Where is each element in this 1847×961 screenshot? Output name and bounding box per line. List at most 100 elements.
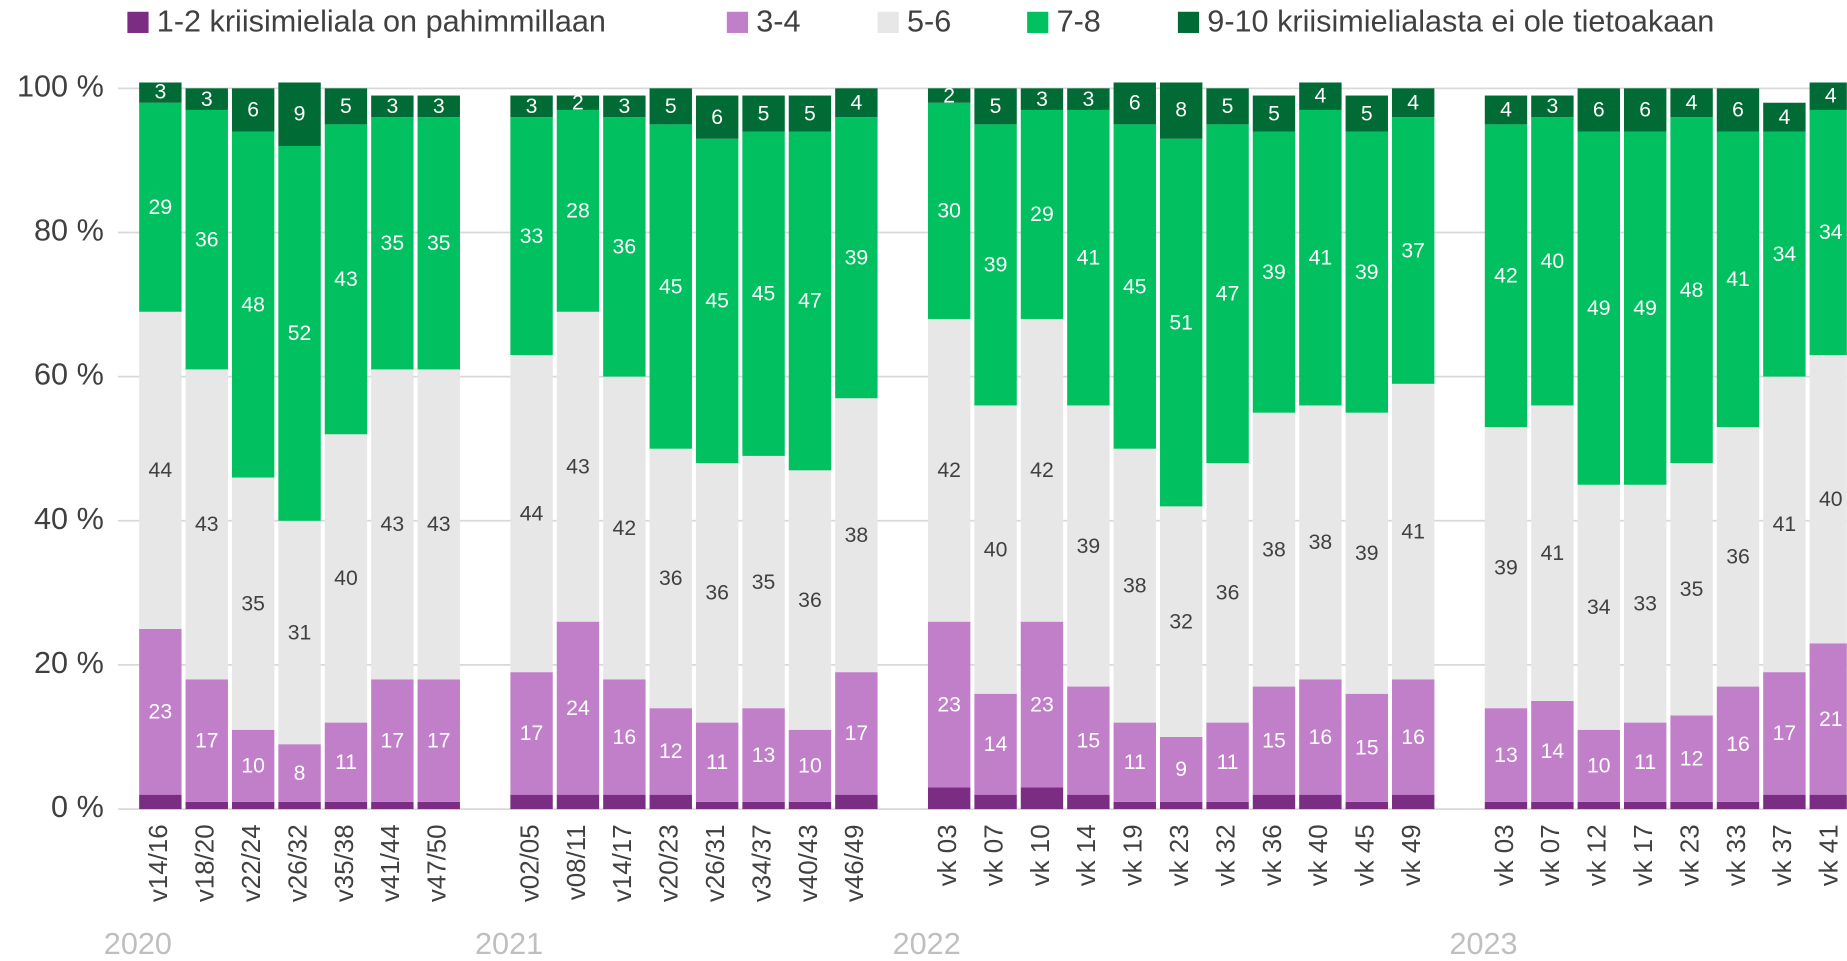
x-tick-label: vk 23	[1166, 824, 1194, 886]
data-label: 16	[1309, 726, 1333, 749]
legend-label: 9-10 kriisimielialasta ei ole tietoakaan	[1207, 5, 1714, 39]
bar-segment	[1623, 801, 1667, 810]
bar-segment	[1484, 708, 1528, 802]
data-label: 38	[1262, 538, 1286, 561]
data-label: 6	[1639, 99, 1651, 122]
data-label: 4	[1500, 99, 1512, 122]
bar-segment	[185, 369, 228, 680]
data-label: 17	[195, 729, 219, 752]
legend-swatch	[726, 11, 749, 33]
data-label: 49	[1633, 297, 1657, 320]
data-label: 39	[1494, 556, 1518, 579]
bar-segment	[742, 131, 785, 456]
data-label: 48	[1680, 279, 1704, 302]
bar-segment	[1299, 794, 1342, 810]
bar-segment	[1809, 82, 1847, 110]
data-label: 52	[288, 322, 312, 345]
bar-segment	[1252, 131, 1296, 413]
bar-segment	[324, 124, 368, 435]
y-tick-label: 100 %	[17, 69, 104, 103]
data-label: 42	[1494, 264, 1518, 287]
data-label: 41	[1077, 246, 1101, 269]
data-label: 44	[149, 459, 173, 482]
data-label: 4	[850, 92, 862, 115]
x-tick-label: v26/31	[702, 824, 730, 902]
bar-segment	[1391, 117, 1435, 384]
bar-segment	[927, 102, 971, 319]
x-tick-label: v41/44	[377, 824, 405, 902]
bar-segment	[371, 117, 414, 370]
legend-label: 1-2 kriisimieliala on pahimmillaan	[157, 5, 606, 39]
bar-segment	[1206, 124, 1249, 464]
bar-segment	[231, 477, 275, 730]
bar-segment	[788, 729, 832, 802]
x-tick-label: v22/24	[238, 824, 266, 902]
data-label: 11	[1634, 751, 1656, 774]
data-label: 36	[1216, 582, 1240, 605]
bar-segment	[974, 794, 1017, 810]
x-tick-label: v26/32	[284, 824, 312, 902]
x-tick-label: vk 14	[1073, 824, 1101, 886]
data-label: 15	[1077, 729, 1101, 752]
bar-segment	[788, 131, 832, 471]
x-tick-label: vk 19	[1120, 824, 1148, 886]
data-label: 6	[247, 99, 259, 122]
x-tick-label: v40/43	[795, 824, 823, 902]
data-label: 43	[334, 268, 358, 291]
bar-segment	[139, 82, 182, 103]
data-label: 43	[195, 513, 219, 536]
data-label: 38	[1309, 531, 1333, 554]
bar-segment	[139, 311, 182, 629]
bar-segment	[1067, 405, 1110, 687]
x-tick-label: vk 41	[1816, 824, 1844, 886]
bar-segment	[603, 95, 646, 118]
bar-segment	[1763, 672, 1806, 795]
data-label: 5	[340, 95, 352, 118]
data-label: 41	[1401, 520, 1425, 543]
bar-segment	[1484, 427, 1528, 709]
bar-segment	[1159, 82, 1203, 139]
data-label: 14	[984, 733, 1008, 756]
bar-segment	[742, 455, 785, 709]
data-label: 40	[1541, 250, 1565, 273]
x-tick-label: v46/49	[841, 824, 869, 902]
bar-segment	[1577, 88, 1620, 132]
data-label: 16	[1726, 733, 1750, 756]
data-label: 29	[149, 196, 173, 219]
data-label: 6	[1732, 99, 1744, 122]
bar-segment	[1067, 794, 1110, 810]
x-tick-label: v18/20	[192, 824, 220, 902]
bar-segment	[1809, 109, 1847, 356]
x-tick-label: v34/37	[748, 824, 776, 902]
data-label: 49	[1587, 297, 1611, 320]
bar-segment	[510, 672, 553, 795]
bar-segment	[324, 722, 368, 802]
y-tick-label: 0 %	[51, 790, 104, 824]
y-tick-label: 20 %	[34, 646, 104, 680]
data-label: 17	[520, 722, 544, 745]
data-label: 15	[1262, 729, 1286, 752]
legend-label: 5-6	[907, 5, 951, 39]
bar-segment	[835, 117, 878, 399]
bar-segment	[1670, 715, 1713, 802]
bar-segment	[835, 794, 878, 810]
data-label: 6	[1129, 92, 1141, 115]
bar-segment	[649, 448, 692, 709]
bar-segment	[417, 95, 460, 118]
bar-segment	[649, 88, 692, 125]
data-label: 23	[937, 693, 961, 716]
data-label: 44	[520, 502, 544, 525]
bar-segment	[603, 679, 646, 795]
bar-segment	[1484, 95, 1528, 125]
bar-segment	[1113, 722, 1156, 802]
bar-segment	[1391, 383, 1435, 680]
data-label: 36	[705, 582, 729, 605]
bar-segment	[1299, 405, 1342, 680]
data-label: 11	[335, 751, 357, 774]
data-label: 35	[427, 232, 451, 255]
data-label: 45	[705, 290, 729, 313]
bar-segment	[1531, 117, 1574, 406]
bar-segment	[417, 117, 460, 370]
data-label: 12	[659, 740, 683, 763]
bar-segment	[1299, 82, 1342, 110]
